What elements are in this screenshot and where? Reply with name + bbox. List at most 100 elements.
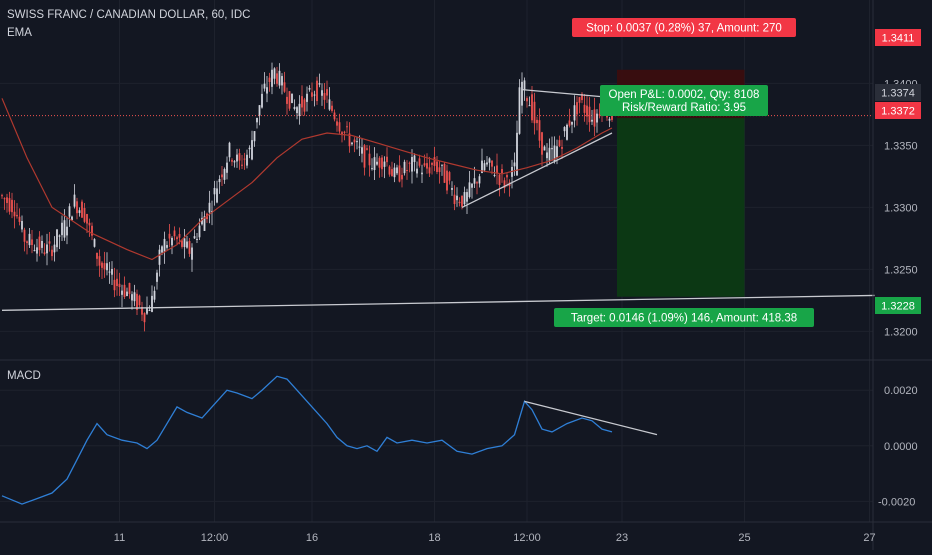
candle-body [353,139,356,143]
candle-body [376,161,378,165]
candle-body [221,174,223,178]
candle-body [476,182,478,184]
candle-body [213,187,216,195]
candle-body [43,252,46,254]
candle-body [186,241,188,248]
candle-body [521,81,523,106]
candle-body [133,292,136,302]
stop-label[interactable]: Stop: 0.0037 (0.28%) 37, Amount: 270 [572,18,796,37]
candle-body [581,93,583,101]
candle-body [146,307,148,314]
indicator-legend-ema[interactable]: EMA [7,27,32,39]
candle-body [298,103,301,116]
candle-body [346,126,348,128]
last-price-text: 1.3374 [881,88,915,100]
candle-body [498,174,501,185]
candle-body [301,96,303,108]
time-axis[interactable]: 11 12:00 16 18 12:00 23 25 27 [114,532,876,544]
candle-body [451,187,453,190]
candle-body [148,310,151,312]
candle-body [276,73,278,84]
candle-body [246,154,248,166]
candle-body [286,96,288,104]
candle-body [366,148,368,150]
ema-series [1,98,613,261]
candle-body [118,283,121,288]
candlesticks [1,62,613,332]
candle-body [436,161,438,172]
candle-body [541,132,543,155]
macd-line[interactable] [1,375,613,505]
trendline-lower[interactable] [461,132,613,208]
candle-body [296,107,298,114]
time-tick-label: 12:00 [513,532,541,544]
candle-body [171,237,173,246]
candle-body [271,69,273,87]
ema-line[interactable] [1,98,613,261]
candle-body [371,168,373,170]
candle-body [563,127,566,132]
candle-body [116,278,118,287]
candle-body [183,238,186,248]
candle-body [583,104,586,113]
candle-body [408,162,411,164]
candle-body [173,230,176,237]
candle-body [416,168,418,174]
candle-body [473,178,476,184]
price-tick-label: 1.3250 [884,264,918,276]
candle-body [98,256,101,266]
candle-body [253,131,256,142]
candle-body [411,157,413,172]
candle-body [108,271,111,273]
candle-body [158,249,161,265]
candle-body [483,163,486,171]
candle-body [46,244,48,254]
target-label[interactable]: Target: 0.0146 (1.09%) 146, Amount: 418.… [554,308,814,327]
candle-body [13,211,16,217]
candle-body [288,91,291,109]
candle-body [58,235,61,237]
candle-body [143,313,146,323]
indicator-legend-macd[interactable]: MACD [7,370,41,382]
symbol-title[interactable]: SWISS FRANC / CANADIAN DOLLAR, 60, IDC [7,9,250,21]
candle-body [338,122,341,132]
trendline-support[interactable] [1,294,875,311]
candle-body [468,182,471,197]
candle-body [48,241,51,244]
candle-body [401,174,403,180]
candle-body [268,77,271,83]
candle-body [248,147,251,150]
candle-body [196,239,198,241]
target-label-text: Target: 0.0146 (1.09%) 146, Amount: 418.… [571,313,797,325]
entry-price-text: 1.3372 [881,106,915,118]
candle-body [71,216,73,221]
candle-body [373,157,376,171]
open-pnl-text: Open P&L: 0.0002, Qty: 8108 [609,89,760,101]
candle-body [378,157,381,168]
candle-body [348,133,351,147]
candle-body [516,132,518,176]
candle-body [61,222,63,236]
candle-body [333,112,336,120]
macd-trendline[interactable] [524,400,658,436]
candle-body [491,160,493,167]
macd-tick-label: 0.0000 [884,441,918,453]
candle-body [141,306,143,315]
candle-body [6,197,8,203]
candle-body [201,217,203,225]
candle-body [586,105,588,117]
target-zone[interactable] [617,118,745,297]
candle-body [466,192,468,202]
candle-body [458,201,461,204]
macd-axis[interactable]: 0.0020 0.0000 -0.0020 [878,385,918,508]
candle-body [361,147,363,154]
candle-body [18,216,21,222]
candle-body [111,268,113,275]
candle-body [291,93,293,103]
candle-body [351,142,353,145]
candle-body [283,82,286,92]
open-pnl-label[interactable]: Open P&L: 0.0002, Qty: 8108 Risk/Reward … [600,85,768,116]
candle-body [208,202,211,213]
candle-body [358,146,361,148]
